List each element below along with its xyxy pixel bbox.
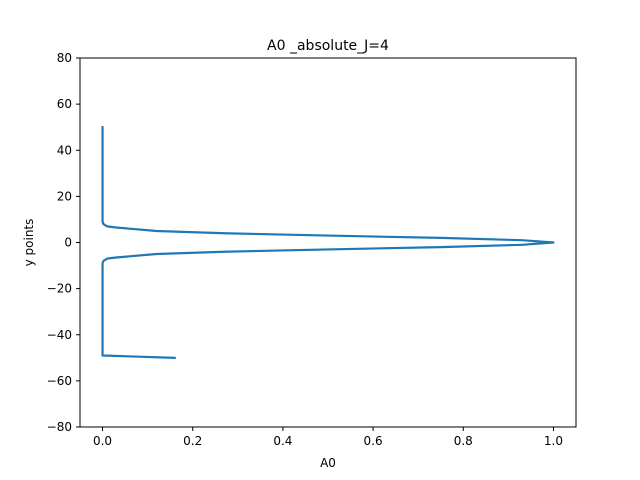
y-tick-label: 80 xyxy=(57,51,72,65)
x-tick-label: 0.0 xyxy=(93,434,112,448)
y-tick-label: −20 xyxy=(47,282,72,296)
y-tick-label: 60 xyxy=(57,97,72,111)
y-tick-label: −60 xyxy=(47,374,72,388)
y-axis-ticks: −80 −60 −40 −20 0 20 40 60 80 xyxy=(47,51,80,434)
x-tick-label: 0.8 xyxy=(454,434,473,448)
chart-title: A0 _absolute_J=4 xyxy=(267,38,389,54)
y-tick-label: 0 xyxy=(64,236,72,250)
x-tick-label: 0.6 xyxy=(364,434,383,448)
y-tick-label: 20 xyxy=(57,189,72,203)
y-tick-label: 40 xyxy=(57,143,72,157)
x-axis-ticks: 0.0 0.2 0.4 0.6 0.8 1.0 xyxy=(93,427,563,448)
y-tick-label: −40 xyxy=(47,328,72,342)
plot-background xyxy=(80,58,576,427)
x-axis-label: A0 xyxy=(320,456,336,470)
y-axis-label: y points xyxy=(22,219,36,267)
x-tick-label: 0.4 xyxy=(273,434,292,448)
x-tick-label: 0.2 xyxy=(183,434,202,448)
x-tick-label: 1.0 xyxy=(544,434,563,448)
series-line xyxy=(101,126,555,359)
data-layer xyxy=(101,126,555,359)
y-tick-label: −80 xyxy=(47,420,72,434)
plot-frame xyxy=(79,57,577,428)
